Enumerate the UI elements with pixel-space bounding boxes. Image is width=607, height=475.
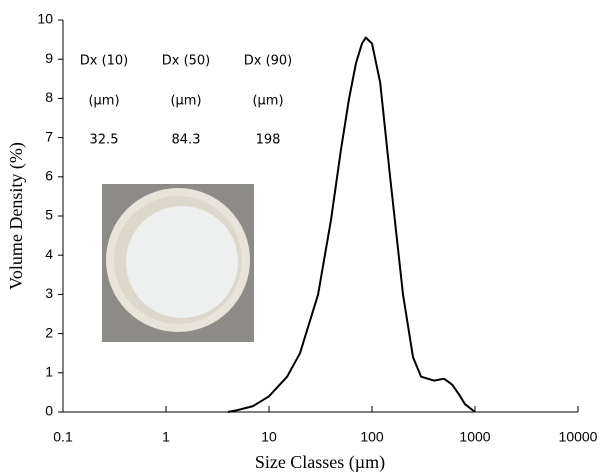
inset-photo <box>102 184 254 342</box>
y-tick-label: 8 <box>45 89 53 105</box>
y-tick-label: 0 <box>45 403 53 419</box>
x-tick-label: 10 <box>261 429 277 445</box>
y-tick-label: 1 <box>45 364 53 380</box>
dx-value: 198 <box>256 133 281 148</box>
dx-header: Dx (50) <box>162 54 211 69</box>
x-tick-label: 1 <box>162 429 170 445</box>
y-tick-label: 5 <box>45 207 53 223</box>
y-axis-label: Volume Density (%) <box>6 142 27 290</box>
y-tick-label: 9 <box>45 50 53 66</box>
x-tick-label: 100 <box>360 429 384 445</box>
dx-value: 32.5 <box>90 133 119 148</box>
dx-unit: (µm) <box>170 94 201 109</box>
data-line <box>227 36 476 413</box>
y-tick-label: 10 <box>37 11 53 27</box>
y-tick-label: 6 <box>45 168 53 184</box>
dx-header: Dx (90) <box>244 54 293 69</box>
dx-value: 84.3 <box>172 133 201 148</box>
y-tick-label: 2 <box>45 324 53 340</box>
y-tick-label: 4 <box>45 246 53 262</box>
y-tick-label: 7 <box>45 128 53 144</box>
dx-header: Dx (10) <box>80 54 129 69</box>
dx-unit: (µm) <box>252 94 283 109</box>
x-axis-label: Size Classes (µm) <box>255 452 385 473</box>
x-tick-label: 0.1 <box>53 429 73 445</box>
x-tick-label: 10000 <box>559 429 598 445</box>
x-tick-label: 1000 <box>459 429 490 445</box>
y-tick-label: 3 <box>45 285 53 301</box>
dx-unit: (µm) <box>88 94 119 109</box>
